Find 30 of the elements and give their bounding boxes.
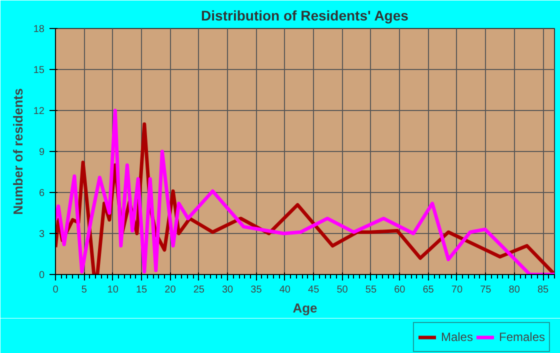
x-tick-label: 80	[508, 284, 520, 296]
x-tick-label: 40	[279, 284, 291, 296]
x-tick-label: 50	[336, 284, 348, 296]
legend-label: Males	[440, 330, 473, 344]
y-tick-label: 15	[33, 65, 45, 76]
x-tick-label: 5	[81, 284, 88, 296]
x-tick-label: 65	[422, 284, 434, 296]
x-tick-label: 35	[250, 284, 262, 296]
x-tick-label: 15	[136, 284, 148, 296]
y-tick-label: 6	[38, 188, 45, 199]
x-tick-label: 60	[394, 284, 406, 296]
x-tick-label: 10	[107, 284, 119, 296]
x-tick-label: 25	[193, 284, 205, 296]
y-tick-label: 0	[38, 270, 45, 281]
x-axis-title: Age	[292, 300, 318, 316]
x-tick-label: 85	[537, 284, 550, 296]
x-tick-label: 75	[480, 284, 492, 296]
legend-label: Females	[498, 330, 545, 344]
x-tick-label: 20	[164, 284, 176, 296]
chart-title: Distribution of Residents' Ages	[201, 8, 409, 24]
x-tick-label: 45	[308, 284, 320, 296]
y-axis-title: Number of residents	[10, 88, 26, 215]
y-tick-label: 12	[33, 106, 45, 117]
x-tick-label: 0	[52, 284, 59, 296]
x-tick-label: 70	[451, 284, 463, 296]
y-tick-label: 3	[38, 229, 45, 240]
y-tick-label: 18	[33, 24, 45, 35]
x-tick-label: 55	[365, 284, 377, 296]
x-tick-label: 30	[222, 284, 234, 296]
y-tick-label: 9	[38, 147, 45, 158]
